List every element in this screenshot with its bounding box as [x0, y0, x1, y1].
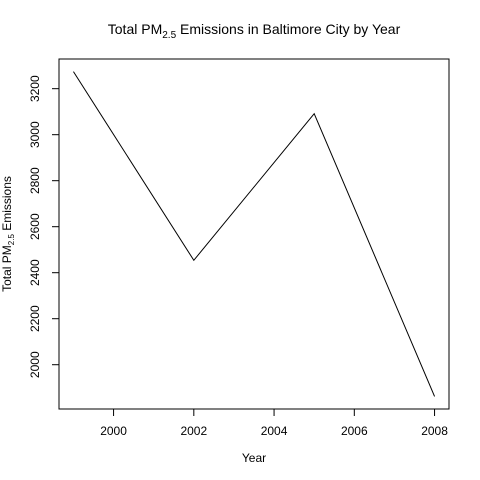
y-axis-label: Total PM2.5 Emissions: [0, 176, 16, 292]
chart-title: Total PM2.5 Emissions in Baltimore City …: [108, 21, 401, 41]
y-tick-label: 3000: [28, 121, 42, 148]
y-tick-label: 2400: [28, 259, 42, 286]
y-axis: 2000 2200 2400 2600 2800 3000 3200: [28, 75, 59, 378]
x-axis: 2000 2002 2004 2006 2008: [100, 409, 448, 438]
y-tick-label: 2600: [28, 213, 42, 240]
y-tick-label: 2200: [28, 305, 42, 332]
x-tick-label: 2002: [180, 424, 207, 438]
chart-title-prefix: Total PM: [108, 21, 162, 37]
y-axis-label-prefix: Total PM: [0, 245, 14, 292]
plot-frame: [58, 58, 450, 410]
y-tick-label: 2000: [28, 351, 42, 378]
y-tick-label: 2800: [28, 167, 42, 194]
series-line: [73, 71, 436, 397]
x-tick-label: 2006: [341, 424, 368, 438]
x-tick-label: 2008: [421, 424, 448, 438]
x-tick-label: 2000: [100, 424, 127, 438]
y-axis-label-suffix: Emissions: [0, 176, 14, 234]
chart-title-suffix: Emissions in Baltimore City by Year: [176, 21, 400, 37]
y-axis-label-subscript: 2.5: [7, 234, 16, 246]
x-axis-label: Year: [242, 451, 266, 465]
chart-title-subscript: 2.5: [162, 30, 176, 41]
series-layer: [73, 71, 436, 397]
y-tick-label: 3200: [28, 75, 42, 102]
x-tick-label: 2004: [261, 424, 288, 438]
